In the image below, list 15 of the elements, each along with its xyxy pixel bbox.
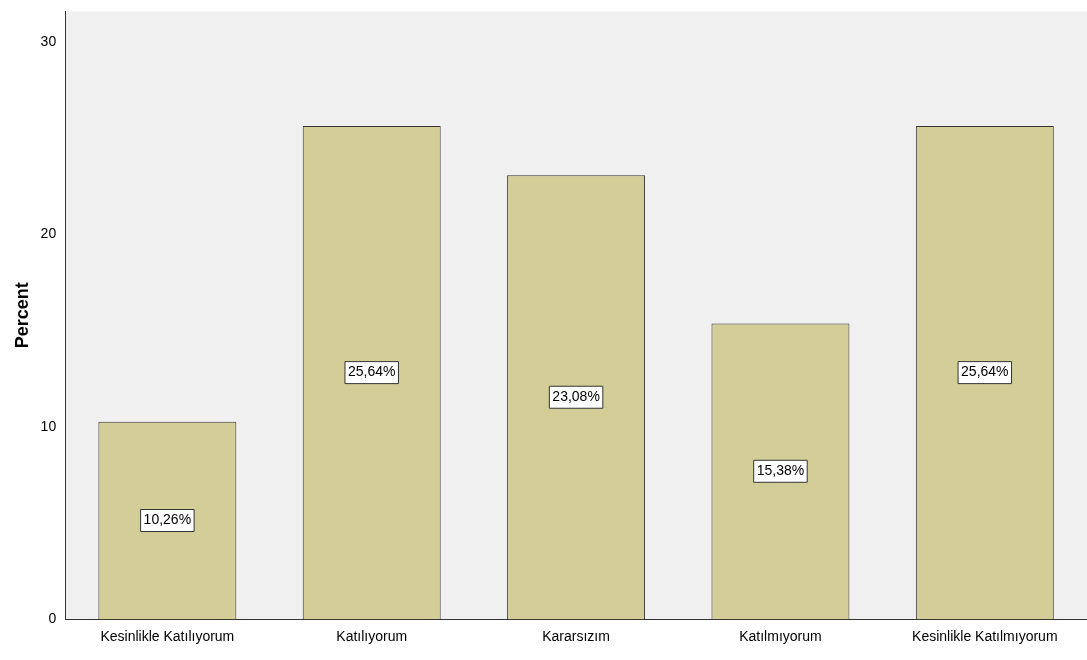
x-tick-label: Kesinlikle Katılmıyorum (912, 628, 1058, 645)
data-label: 25,64% (961, 363, 1009, 380)
y-tick-label: 20 (40, 225, 57, 242)
x-tick-label: Katılıyorum (336, 628, 408, 645)
data-label: 10,26% (143, 511, 192, 528)
y-tick-label: 10 (40, 417, 57, 434)
data-label: 15,38% (756, 462, 805, 479)
data-label: 23,08% (552, 388, 600, 405)
x-tick-label: Katılmıyorum (739, 628, 822, 645)
data-label: 25,64% (347, 363, 396, 380)
y-axis-title: Percent (11, 282, 32, 349)
y-tick-label: 30 (40, 33, 57, 50)
x-tick-label: Kesinlikle Katılıyorum (100, 628, 235, 645)
x-tick-label: Kararsızım (542, 628, 610, 645)
y-tick-label: 0 (48, 610, 57, 627)
